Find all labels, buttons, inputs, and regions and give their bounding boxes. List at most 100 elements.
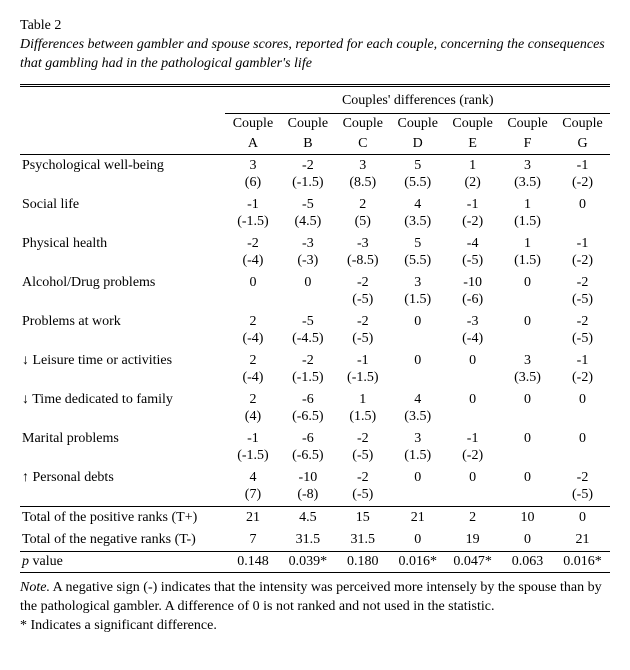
totals-cell: 19 xyxy=(445,529,500,552)
col-header-couple: Couple xyxy=(225,113,280,134)
p-label: p value xyxy=(20,551,225,572)
cell-value: -2(-4) xyxy=(225,233,280,272)
row-label: ↓ Time dedicated to family xyxy=(20,389,225,428)
table-row: Alcohol/Drug problems00-2(-5)3(1.5)-10(-… xyxy=(20,272,610,311)
totals-cell: 0 xyxy=(500,529,555,552)
totals-cell: 0 xyxy=(555,506,610,529)
col-header-couple: Couple xyxy=(555,113,610,134)
col-header-letter: D xyxy=(390,134,445,155)
totals-cell: 10 xyxy=(500,506,555,529)
row-label: Alcohol/Drug problems xyxy=(20,272,225,311)
cell-value: -2(-5) xyxy=(335,428,390,467)
p-cell: 0.047* xyxy=(445,551,500,572)
cell-value: -1(-2) xyxy=(445,194,500,233)
cell-value: -3(-4) xyxy=(445,311,500,350)
cell-value: -1(-2) xyxy=(555,154,610,194)
cell-value: 0 xyxy=(500,389,555,428)
cell-value: -2(-5) xyxy=(335,272,390,311)
cell-value: 3(1.5) xyxy=(390,428,445,467)
totals-cell: 31.5 xyxy=(280,529,335,552)
cell-value: 0 xyxy=(500,428,555,467)
table-row: ↓ Leisure time or activities2(-4)-2(-1.5… xyxy=(20,350,610,389)
totals-cell: 31.5 xyxy=(335,529,390,552)
cell-value: -1(-1.5) xyxy=(225,428,280,467)
totals-row: Total of the positive ranks (T+) 21 4.515 2… xyxy=(20,506,610,529)
table-row: Physical health-2(-4)-3(-3)-3(-8.5)5(5.5… xyxy=(20,233,610,272)
col-header-couple: Couple xyxy=(390,113,445,134)
cell-value: -2(-5) xyxy=(555,311,610,350)
cell-value: 0 xyxy=(390,467,445,507)
cell-value: 0 xyxy=(445,467,500,507)
note-label: Note. xyxy=(20,580,50,595)
note-text: A negative sign (-) indicates that the i… xyxy=(20,580,602,614)
cell-value: 4(3.5) xyxy=(390,389,445,428)
p-cell: 0.039* xyxy=(280,551,335,572)
cell-value: 1(1.5) xyxy=(500,194,555,233)
cell-value: -5(4.5) xyxy=(280,194,335,233)
cell-value: 2(-4) xyxy=(225,350,280,389)
cell-value: 0 xyxy=(555,194,610,233)
cell-value: 0 xyxy=(555,389,610,428)
cell-value: 0 xyxy=(500,467,555,507)
cell-value: 2(5) xyxy=(335,194,390,233)
cell-value: 1(1.5) xyxy=(335,389,390,428)
totals-cell: 2 xyxy=(445,506,500,529)
cell-value: 0 xyxy=(500,272,555,311)
totals-cell: 15 xyxy=(335,506,390,529)
row-label: Psychological well-being xyxy=(20,154,225,194)
table-number: Table 2 xyxy=(20,18,610,34)
cell-value: 0 xyxy=(500,311,555,350)
cell-value: -3(-3) xyxy=(280,233,335,272)
cell-value: 3(1.5) xyxy=(390,272,445,311)
cell-value: -10(-8) xyxy=(280,467,335,507)
cell-value: 4(7) xyxy=(225,467,280,507)
p-cell: 0.148 xyxy=(225,551,280,572)
col-header-letter: F xyxy=(500,134,555,155)
cell-value: 0 xyxy=(555,428,610,467)
cell-value: 0 xyxy=(445,350,500,389)
totals-label: Total of the negative ranks (T-) xyxy=(20,529,225,552)
col-header-letter: C xyxy=(335,134,390,155)
totals-cell: 21 xyxy=(390,506,445,529)
span-header: Couples' differences (rank) xyxy=(225,85,610,113)
cell-value: 4(3.5) xyxy=(390,194,445,233)
p-cell: 0.180 xyxy=(335,551,390,572)
cell-value: -6(-6.5) xyxy=(280,389,335,428)
cell-value: 0 xyxy=(390,350,445,389)
totals-cell: 4.5 xyxy=(280,506,335,529)
table-caption: Differences between gambler and spouse s… xyxy=(20,36,610,74)
table-row: Problems at work2(-4)-5(-4.5)-2(-5)0-3(-… xyxy=(20,311,610,350)
cell-value: -2(-1.5) xyxy=(280,350,335,389)
cell-value: 3(6) xyxy=(225,154,280,194)
col-header-couple: Couple xyxy=(280,113,335,134)
cell-value: -1(-1.5) xyxy=(225,194,280,233)
cell-value: 0 xyxy=(280,272,335,311)
cell-value: -1(-2) xyxy=(445,428,500,467)
col-header-letter: A xyxy=(225,134,280,155)
row-label: Physical health xyxy=(20,233,225,272)
col-header-couple: Couple xyxy=(335,113,390,134)
totals-label: Total of the positive ranks (T+) xyxy=(20,506,225,529)
table-row: Marital problems-1(-1.5)-6(-6.5)-2(-5)3(… xyxy=(20,428,610,467)
cell-value: -2(-5) xyxy=(335,311,390,350)
col-header-letter: B xyxy=(280,134,335,155)
cell-value: 0 xyxy=(390,311,445,350)
table-row: Psychological well-being3(6)-2(-1.5)3(8.… xyxy=(20,154,610,194)
cell-value: -4(-5) xyxy=(445,233,500,272)
row-label: Marital problems xyxy=(20,428,225,467)
row-label: ↑ Personal debts xyxy=(20,467,225,507)
table-note: Note. A negative sign (-) indicates that… xyxy=(20,579,610,636)
row-label: Problems at work xyxy=(20,311,225,350)
cell-value: 3(3.5) xyxy=(500,154,555,194)
col-header-letter: E xyxy=(445,134,500,155)
cell-value: -1(-1.5) xyxy=(335,350,390,389)
cell-value: 3(8.5) xyxy=(335,154,390,194)
cell-value: -1(-2) xyxy=(555,350,610,389)
totals-cell: 0 xyxy=(390,529,445,552)
cell-value: 5(5.5) xyxy=(390,154,445,194)
cell-value: -3(-8.5) xyxy=(335,233,390,272)
col-header-couple: Couple xyxy=(445,113,500,134)
table-row: Social life-1(-1.5)-5(4.5)2(5)4(3.5)-1(-… xyxy=(20,194,610,233)
col-header-letter: G xyxy=(555,134,610,155)
row-label: ↓ Leisure time or activities xyxy=(20,350,225,389)
